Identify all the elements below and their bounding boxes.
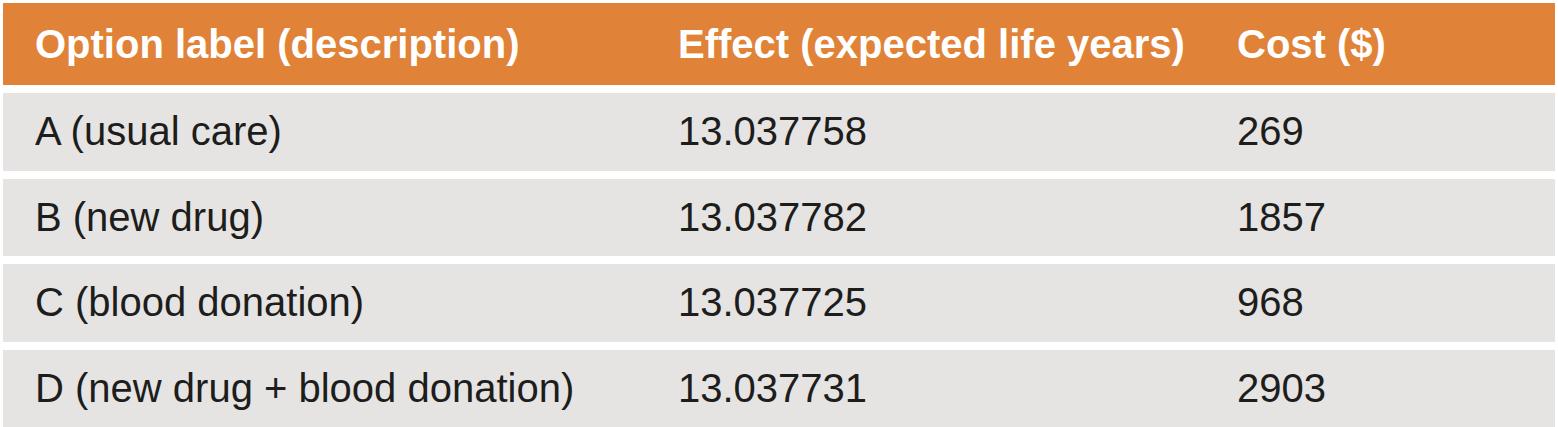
cell-cost: 1857: [1237, 195, 1555, 240]
cell-effect: 13.037725: [678, 280, 1237, 325]
cell-effect: 13.037758: [678, 109, 1237, 154]
table-row: B (new drug) 13.037782 1857: [3, 179, 1555, 257]
column-header-effect: Effect (expected life years): [678, 22, 1237, 67]
cell-option-label: A (usual care): [35, 109, 678, 154]
table-header-row: Option label (description) Effect (expec…: [3, 3, 1555, 85]
cell-cost: 269: [1237, 109, 1555, 154]
cell-option-label: B (new drug): [35, 195, 678, 240]
table-row: A (usual care) 13.037758 269: [3, 93, 1555, 171]
table-row: D (new drug + blood donation) 13.037731 …: [3, 350, 1555, 427]
cell-option-label: C (blood donation): [35, 280, 678, 325]
cell-option-label: D (new drug + blood donation): [35, 366, 678, 411]
column-header-option-label: Option label (description): [35, 22, 678, 67]
column-header-cost: Cost ($): [1237, 22, 1555, 67]
cell-cost: 968: [1237, 280, 1555, 325]
table-row: C (blood donation) 13.037725 968: [3, 264, 1555, 342]
cell-effect: 13.037731: [678, 366, 1237, 411]
cell-cost: 2903: [1237, 366, 1555, 411]
cell-effect: 13.037782: [678, 195, 1237, 240]
cost-effectiveness-table: Option label (description) Effect (expec…: [0, 0, 1558, 427]
